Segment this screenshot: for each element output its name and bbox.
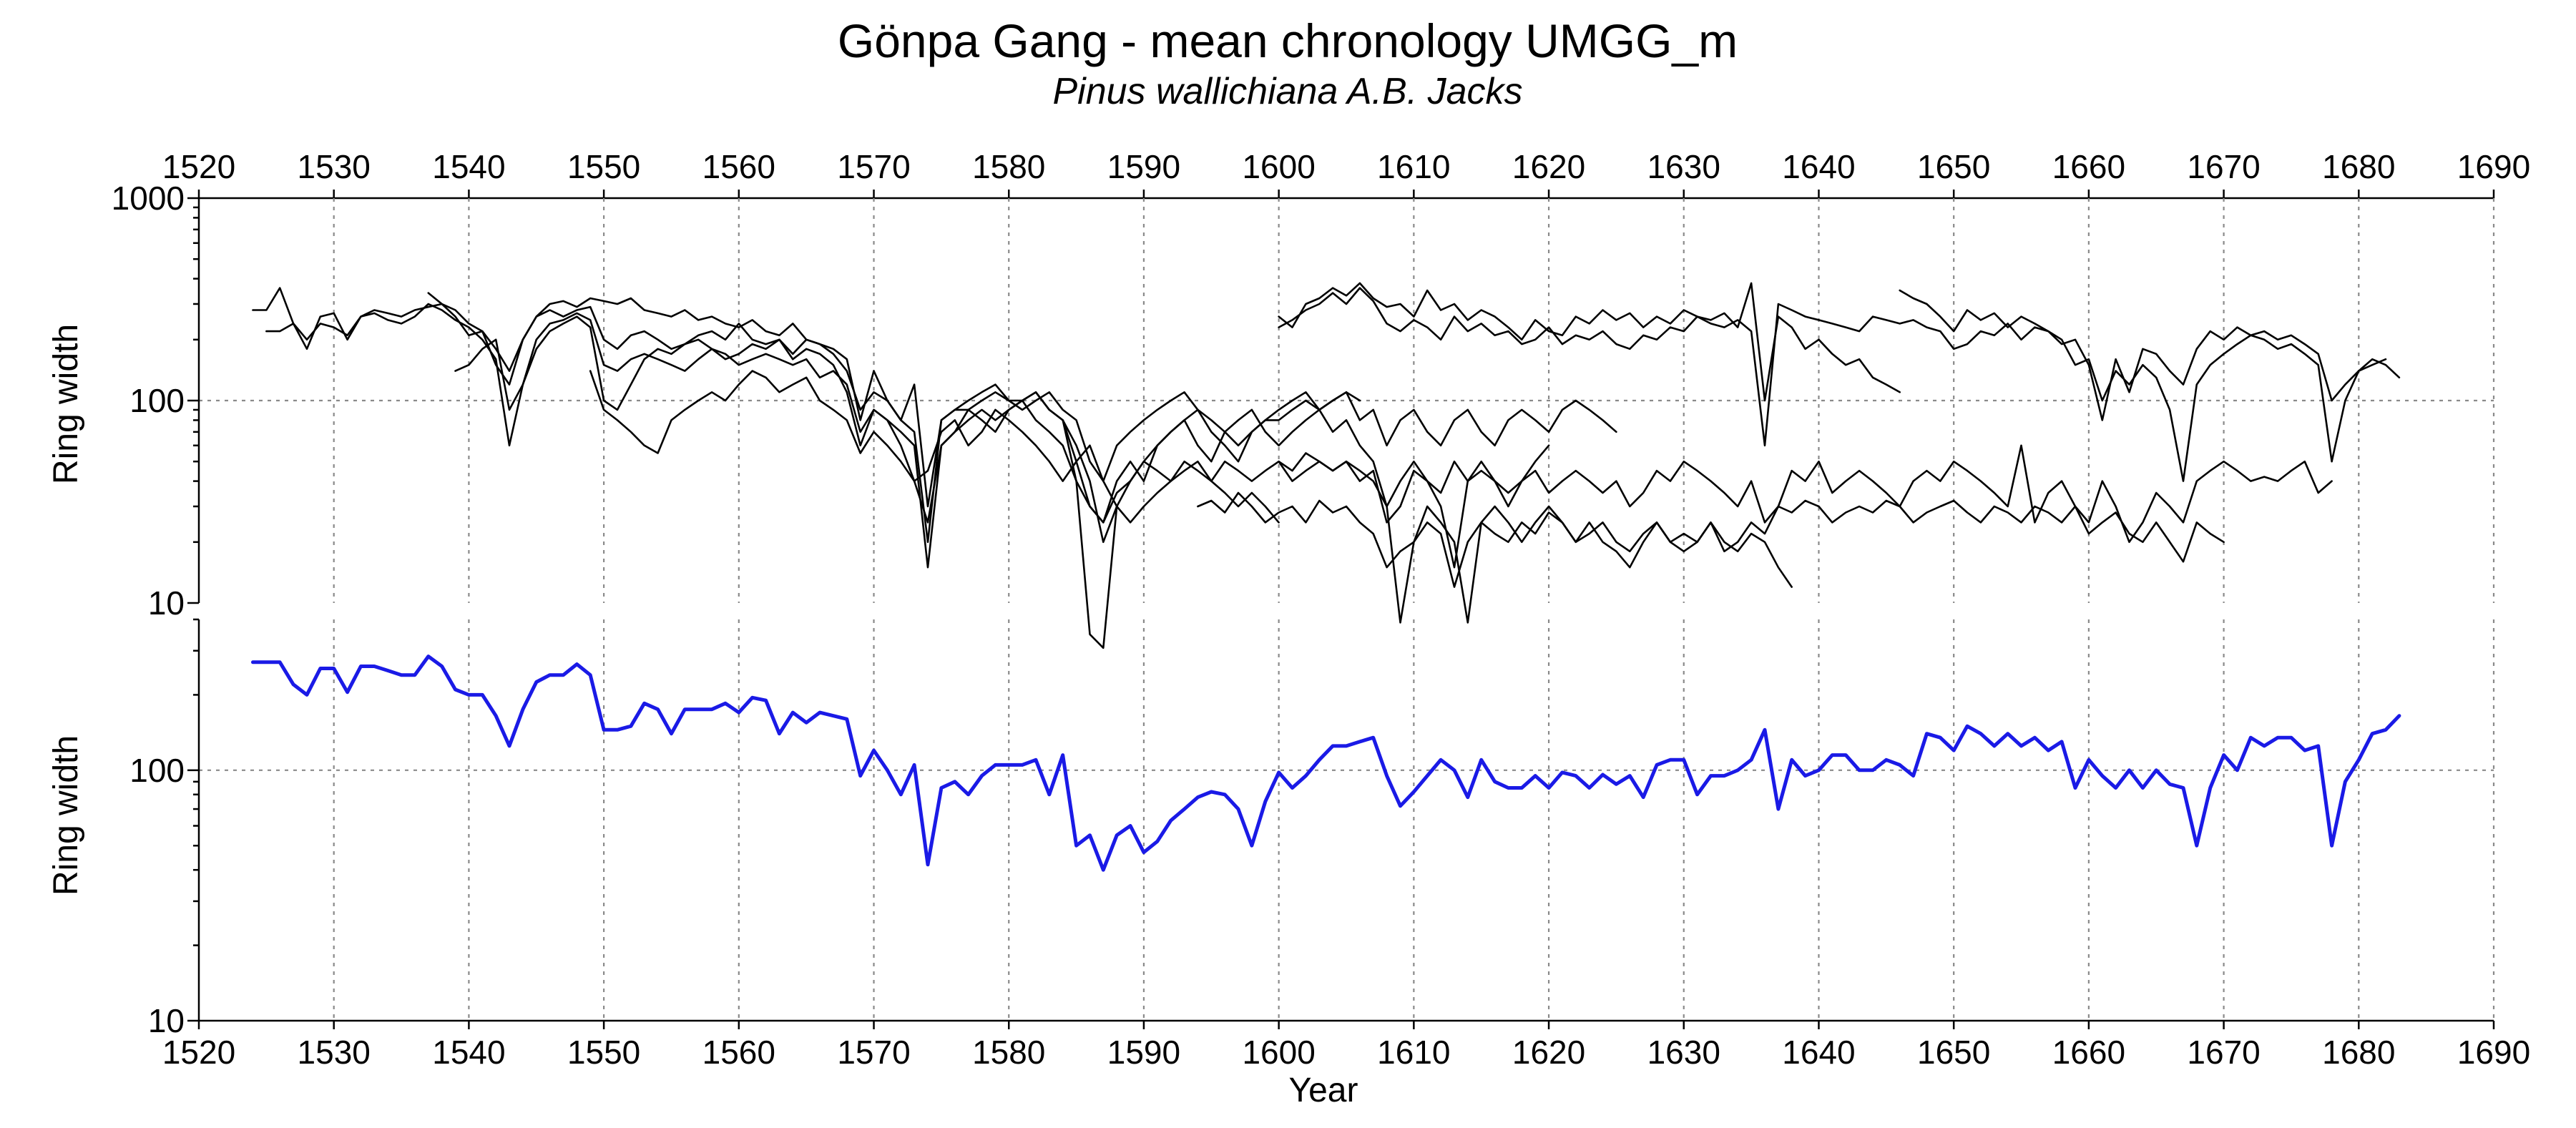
y-tick-label: 10	[148, 1002, 185, 1039]
bottom-x-axis: 1520 1530 1540 1550 1560 1570 1580 1590 1600 1610…	[162, 1019, 2530, 1071]
series-line-s9	[1899, 289, 2387, 421]
bottom-x-tick-label: 1520	[162, 1034, 235, 1071]
top-x-tick-label: 1660	[2052, 148, 2125, 185]
bottom-x-tick-label: 1680	[2322, 1034, 2395, 1071]
y-tick-label: 100	[129, 382, 185, 419]
bottom-x-tick-label: 1560	[702, 1034, 775, 1071]
bottom-x-tick-label: 1660	[2052, 1034, 2125, 1071]
top-x-tick-label: 1650	[1917, 148, 1990, 185]
series-line-s10	[1278, 444, 2333, 544]
chart-subtitle: Pinus wallichiana A.B. Jacks	[1052, 71, 1522, 112]
bottom-x-tick-label: 1580	[972, 1034, 1045, 1071]
top-x-tick-label: 1550	[567, 148, 640, 185]
individual-series-y-label: Ring width	[47, 324, 85, 484]
y-tick-label: 1000	[112, 180, 185, 217]
bottom-x-tick-label: 1530	[298, 1034, 371, 1071]
bottom-x-tick-label: 1620	[1512, 1034, 1585, 1071]
individual-series-panel: 1000 100 10 Ring width	[47, 180, 2495, 649]
top-x-tick-label: 1590	[1107, 148, 1180, 185]
individual-series-y-axis: 1000 100 10	[112, 180, 200, 622]
series-line-s7	[1278, 282, 1901, 402]
individual-series-lines	[252, 282, 2401, 649]
y-tick-label: 10	[148, 584, 185, 622]
top-x-tick-label: 1680	[2322, 148, 2395, 185]
top-x-tick-label: 1600	[1242, 148, 1315, 185]
bottom-x-tick-label: 1690	[2457, 1034, 2530, 1071]
bottom-x-tick-label: 1630	[1647, 1034, 1720, 1071]
bottom-x-tick-label: 1550	[567, 1034, 640, 1071]
top-x-tick-label: 1540	[432, 148, 505, 185]
top-x-tick-label: 1610	[1377, 148, 1450, 185]
bottom-x-tick-label: 1590	[1107, 1034, 1180, 1071]
series-line-s5	[589, 370, 1280, 524]
top-x-tick-label: 1630	[1647, 148, 1720, 185]
series-line-s8	[1278, 287, 2401, 482]
bottom-x-tick-label: 1570	[837, 1034, 910, 1071]
top-x-tick-label: 1560	[702, 148, 775, 185]
bottom-x-tick-label: 1670	[2187, 1034, 2260, 1071]
mean-chronology-y-axis: 100 10	[129, 618, 200, 1039]
individual-series-grid	[199, 198, 2495, 603]
y-tick-label: 100	[129, 752, 185, 789]
chart-title: Gönpa Gang - mean chronology UMGG_m	[838, 14, 1738, 67]
mean-chronology-y-label: Ring width	[47, 735, 85, 896]
bottom-x-tick-label: 1610	[1377, 1034, 1450, 1071]
bottom-x-tick-label: 1540	[432, 1034, 505, 1071]
top-x-tick-label: 1530	[298, 148, 371, 185]
series-line-s2	[265, 303, 1361, 569]
mean-chronology-line	[251, 654, 2401, 872]
mean-chronology-grid	[199, 619, 2495, 1021]
series-line-UMGG_m	[251, 654, 2401, 872]
series-line-s3	[427, 292, 1617, 544]
mean-chronology-panel: 100 10 Ring width	[47, 618, 2495, 1039]
top-x-axis: 1520 1530 1540 1550 1560 1570 1580 1590 1600 1610…	[162, 148, 2530, 200]
top-x-tick-label: 1580	[972, 148, 1045, 185]
series-line-s4	[454, 315, 1550, 569]
x-axis-label: Year	[1289, 1071, 1358, 1109]
top-x-tick-label: 1620	[1512, 148, 1585, 185]
bottom-x-tick-label: 1640	[1782, 1034, 1855, 1071]
bottom-x-tick-label: 1650	[1917, 1034, 1990, 1071]
top-x-tick-label: 1520	[162, 148, 235, 185]
top-x-tick-label: 1670	[2187, 148, 2260, 185]
top-x-tick-label: 1570	[837, 148, 910, 185]
top-x-tick-label: 1640	[1782, 148, 1855, 185]
series-line-s11	[1197, 491, 2225, 588]
top-x-tick-label: 1690	[2457, 148, 2530, 185]
bottom-x-tick-label: 1600	[1242, 1034, 1315, 1071]
